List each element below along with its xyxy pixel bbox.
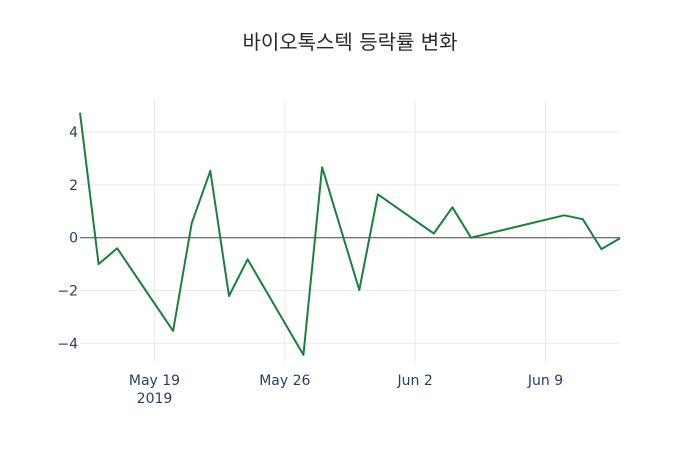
x-axis: May 19 2019 May 26 Jun 2 Jun 9 [129, 373, 563, 407]
y-tick-label: 4 [69, 125, 78, 141]
x-tick-label: Jun 2 [397, 373, 433, 389]
grid-lines [80, 100, 620, 362]
chart-title: 바이오톡스텍 등락률 변화 [242, 30, 457, 54]
y-tick-label: −4 [57, 336, 78, 352]
y-tick-label: 2 [69, 178, 78, 194]
series-line[interactable] [79, 112, 621, 356]
x-tick-label: May 19 [129, 373, 180, 389]
y-tick-label: 0 [69, 231, 78, 247]
x-tick-label: May 26 [259, 373, 310, 389]
x-tick-label: Jun 9 [527, 373, 563, 389]
y-tick-label: −2 [57, 284, 78, 300]
y-axis: 4 2 0 −2 −4 [57, 125, 78, 352]
x-tick-year-label: 2019 [137, 391, 173, 407]
